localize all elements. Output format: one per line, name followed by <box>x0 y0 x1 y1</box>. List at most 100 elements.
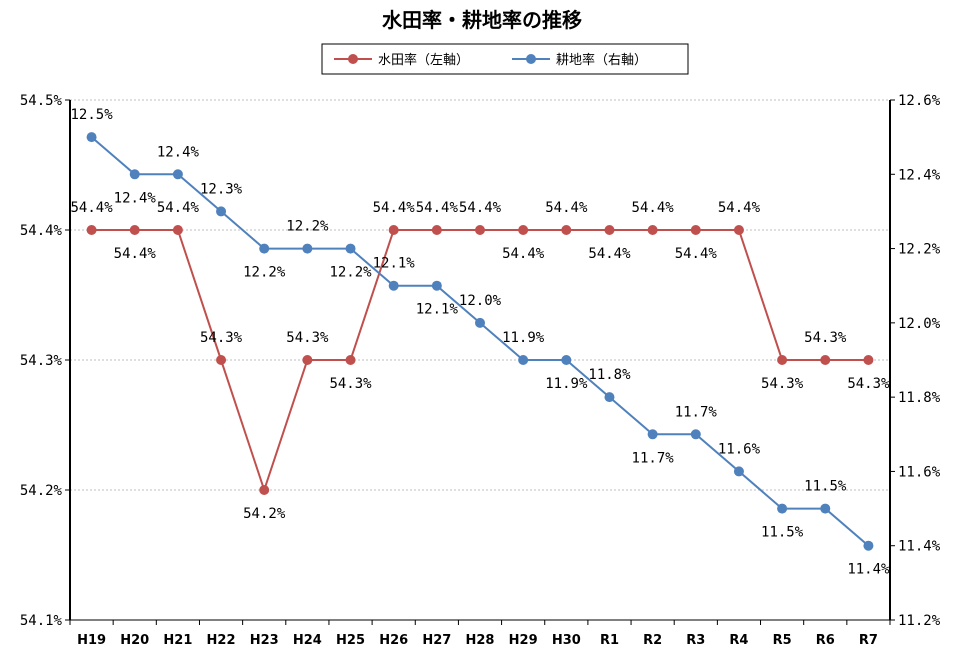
legend-label: 水田率（左軸） <box>378 52 469 68</box>
data-label: 12.4% <box>114 190 157 206</box>
data-point <box>388 225 399 235</box>
data-label: 12.4% <box>157 144 200 160</box>
data-label: 54.4% <box>416 200 459 216</box>
data-point <box>129 225 140 235</box>
left-tick-label: 54.1% <box>20 613 63 629</box>
right-tick-label: 12.0% <box>898 316 941 332</box>
x-tick-label: R1 <box>600 633 619 648</box>
data-point <box>475 225 485 235</box>
data-label: 11.5% <box>761 525 804 541</box>
data-label: 11.4% <box>847 562 890 578</box>
data-point <box>345 355 356 365</box>
x-tick-label: R6 <box>816 633 835 648</box>
data-point <box>820 355 831 365</box>
data-label: 12.2% <box>243 265 286 281</box>
chart-title: 水田率・耕地率の推移 <box>382 8 582 32</box>
x-tick-label: H22 <box>207 633 236 648</box>
x-tick-label: H24 <box>293 633 322 648</box>
data-point <box>259 243 270 254</box>
data-label: 11.5% <box>804 479 847 495</box>
data-point <box>647 225 658 235</box>
x-tick-label: H26 <box>379 633 408 648</box>
data-point <box>216 355 227 365</box>
data-label: 54.3% <box>804 330 847 346</box>
data-label: 54.3% <box>200 330 243 346</box>
data-point <box>475 317 485 328</box>
data-label: 54.4% <box>632 200 675 216</box>
data-point <box>604 225 615 235</box>
data-label: 54.4% <box>588 246 631 262</box>
legend-marker <box>348 54 358 64</box>
x-tick-label: H25 <box>336 633 365 648</box>
x-tick-label: H20 <box>120 633 149 648</box>
x-tick-label: R2 <box>643 633 662 648</box>
data-label: 11.8% <box>588 367 631 383</box>
right-tick-label: 12.6% <box>898 93 941 109</box>
x-tick-label: H23 <box>250 633 279 648</box>
data-label: 12.5% <box>71 107 114 123</box>
right-tick-label: 11.8% <box>898 390 941 406</box>
data-label: 12.0% <box>459 293 502 309</box>
data-label: 54.4% <box>71 200 114 216</box>
left-tick-label: 54.2% <box>20 483 63 499</box>
x-tick-label: H29 <box>509 633 538 648</box>
data-point <box>777 355 788 365</box>
series-layer <box>86 132 874 551</box>
data-label: 12.1% <box>416 302 459 318</box>
x-tick-label: R5 <box>773 633 792 648</box>
data-point <box>561 225 572 235</box>
data-label: 11.7% <box>632 450 675 466</box>
legend: 水田率（左軸） 耕地率（右軸） <box>321 43 689 75</box>
x-tick-label: R3 <box>686 633 705 648</box>
data-point <box>345 243 356 254</box>
x-tick-label: R4 <box>729 633 748 648</box>
data-point <box>561 355 572 365</box>
data-point <box>518 225 529 235</box>
data-point <box>302 355 313 365</box>
legend-marker <box>526 54 536 64</box>
data-label: 54.4% <box>157 200 200 216</box>
x-tick-label: H28 <box>466 633 495 648</box>
right-tick-label: 11.4% <box>898 539 941 555</box>
x-tick-label: H19 <box>77 633 106 648</box>
data-label: 11.6% <box>718 441 761 457</box>
data-point <box>86 225 97 235</box>
data-point <box>129 169 140 180</box>
data-label: 12.2% <box>286 219 329 235</box>
data-point <box>690 429 701 440</box>
data-point <box>863 540 874 551</box>
x-tick-label: H21 <box>163 633 192 648</box>
data-point <box>863 355 874 365</box>
data-label: 12.1% <box>373 256 416 272</box>
data-point <box>172 225 183 235</box>
data-point <box>302 243 313 254</box>
right-tick-label: 12.4% <box>898 167 941 183</box>
left-tick-label: 54.5% <box>20 93 63 109</box>
x-tick-label: H30 <box>552 633 581 648</box>
x-tick-label: R7 <box>859 633 878 648</box>
data-point <box>777 503 788 514</box>
data-label: 11.9% <box>502 330 545 346</box>
data-label: 54.4% <box>459 200 502 216</box>
right-tick-label: 11.2% <box>898 613 941 629</box>
data-label: 54.4% <box>545 200 588 216</box>
data-point <box>431 280 442 291</box>
data-point <box>431 225 442 235</box>
data-point <box>518 355 529 365</box>
left-tick-label: 54.3% <box>20 353 63 369</box>
data-labels: 54.4%54.4%54.4%54.3%54.2%54.3%54.3%54.4%… <box>71 107 891 578</box>
data-label: 12.3% <box>200 181 243 197</box>
data-point <box>388 280 399 291</box>
data-point <box>733 225 744 235</box>
right-tick-label: 11.6% <box>898 464 941 480</box>
data-label: 54.4% <box>502 246 545 262</box>
data-label: 54.3% <box>329 376 372 392</box>
data-label: 54.4% <box>114 246 157 262</box>
legend-box <box>321 43 689 75</box>
x-tick-label: H27 <box>422 633 451 648</box>
data-label: 54.4% <box>373 200 416 216</box>
data-label: 54.3% <box>847 376 890 392</box>
data-label: 54.2% <box>243 506 286 522</box>
